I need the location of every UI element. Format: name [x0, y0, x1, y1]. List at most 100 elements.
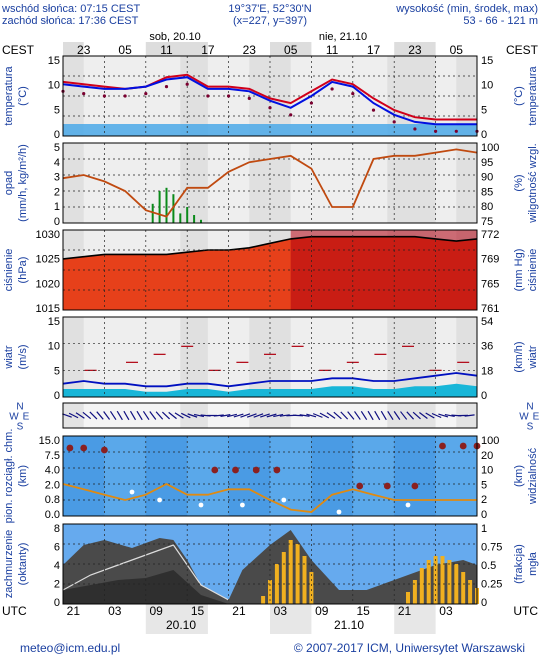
wind-right-label: (km/h)	[513, 341, 525, 372]
precip-right-tick: 80	[481, 201, 493, 213]
clouds-left-tick: 0	[54, 597, 60, 609]
dew-point-dot	[434, 129, 438, 133]
wind-arrow	[273, 413, 284, 418]
visibility-right-tick: 20	[481, 450, 493, 462]
fog-bar	[412, 580, 417, 604]
bottom-hour-tick: 03	[108, 604, 122, 618]
cloud-top-dot	[157, 497, 163, 503]
bottom-hour-tick: 03	[274, 604, 288, 618]
visibility-left-label: (km)	[17, 465, 29, 487]
compass-w: W	[9, 412, 19, 423]
clouds-right-tick: 0.25	[481, 579, 502, 591]
precip-left-tick: 1	[54, 201, 60, 213]
bottom-hour-tick: 15	[191, 604, 205, 618]
elevation-values: 53 - 66 - 121 m	[463, 15, 538, 27]
wind-arrow	[425, 412, 435, 419]
temperature-right-label: (°C)	[513, 86, 525, 106]
pressure-left-tick: 1015	[36, 303, 60, 315]
wind-arrow	[412, 411, 421, 420]
bottom-hour-tick: 03	[439, 604, 453, 618]
wind-arrow	[387, 410, 394, 421]
pressure-right-label: (mm Hg)	[513, 249, 525, 292]
wind-arrow	[319, 412, 330, 419]
dew-point-dot	[413, 127, 417, 131]
cloud-base-dot	[356, 482, 364, 490]
precip-left-tick: 0	[54, 216, 60, 228]
fog-bar	[295, 544, 300, 604]
top-axis-band	[394, 42, 436, 56]
temperature-left-tick: 15	[48, 55, 60, 67]
wind-arrow	[168, 411, 177, 420]
fog-bar	[302, 556, 307, 604]
precip-right-tick: 100	[481, 142, 499, 154]
bottom-axis-band	[270, 604, 312, 634]
pressure-right-label: ciśnienie	[527, 249, 539, 292]
wind-arrow	[260, 413, 270, 418]
pressure-left-label: (hPa)	[17, 257, 29, 284]
top-day2: nie, 21.10	[319, 31, 367, 43]
bottom-date1: 20.10	[166, 618, 196, 632]
top-hour-tick: 05	[118, 43, 132, 57]
temperature-left-label: (°C)	[17, 86, 29, 106]
visibility-left-tick: 4.0	[45, 465, 60, 477]
fog-bar	[268, 580, 272, 604]
dew-point-dot	[309, 101, 313, 105]
top-axis-band	[63, 42, 84, 56]
dew-point-dot	[227, 94, 231, 98]
visibility-band	[228, 436, 270, 516]
wind-panel-band	[387, 317, 436, 397]
bottom-axis-band	[394, 604, 436, 634]
wind-arrow	[374, 410, 381, 421]
wind-arrow	[246, 413, 257, 418]
wind-arrow	[174, 412, 184, 419]
humidity-line	[62, 148, 478, 218]
clouds-right-tick: 0.5	[481, 560, 496, 572]
cloud-base-dot	[66, 444, 74, 452]
bottom-hour-tick: 15	[356, 604, 370, 618]
temperature-panel-frame	[62, 55, 478, 137]
footer-email[interactable]: meteo@icm.edu.pl	[20, 641, 120, 655]
temperature-right-tick: 0	[481, 129, 487, 141]
fog-bar	[461, 572, 466, 604]
cloud-base-dot	[459, 442, 467, 450]
fog-bar	[261, 596, 266, 604]
precip-right-tick: 90	[481, 172, 493, 184]
dew-point-dot	[351, 92, 355, 96]
visibility-left-tick: 0.0	[45, 509, 60, 521]
wind-panel-frame	[62, 316, 478, 398]
fog-bar	[454, 564, 459, 604]
top-hour-tick: 05	[284, 43, 298, 57]
wind-area	[63, 383, 477, 397]
cloud-top-dot	[336, 509, 342, 515]
cloud-base-dot	[232, 466, 239, 474]
wind-arrow	[367, 410, 374, 421]
cloud-top-dot	[281, 497, 287, 503]
wind-arrow	[193, 413, 205, 418]
fog-bar	[447, 560, 452, 604]
dew-point-dot	[454, 129, 458, 133]
compass-s: S	[527, 422, 534, 433]
visibility-left-tick: 2.0	[45, 479, 60, 491]
fog-bar	[281, 552, 286, 604]
pressure-right-tick: 765	[481, 278, 499, 290]
precip-bar	[151, 203, 154, 223]
wind-arrow	[68, 412, 79, 419]
top-hour-tick: 17	[201, 43, 215, 57]
cloud-base-dot	[383, 482, 391, 490]
cloud-base-dot	[411, 482, 419, 490]
wind-arrow	[306, 413, 317, 418]
elevation-title: wysokość (min, środek, max)	[395, 3, 538, 15]
dew-point-dot	[164, 84, 169, 89]
visibility-left-tick: 15.0	[39, 435, 60, 447]
top-hour-tick: 05	[450, 43, 464, 57]
clouds-left-tick: 2	[54, 579, 60, 591]
temperature-right-tick: 5	[481, 104, 487, 116]
compass-w: W	[519, 412, 529, 423]
bottom-tz-left: UTC	[2, 604, 27, 618]
bottom-hour-tick: 21	[67, 604, 81, 618]
wind-arrow	[464, 414, 475, 417]
precip-bar	[158, 191, 161, 223]
fog-bar	[406, 592, 410, 604]
wind-left-label: wiatr	[3, 345, 15, 370]
